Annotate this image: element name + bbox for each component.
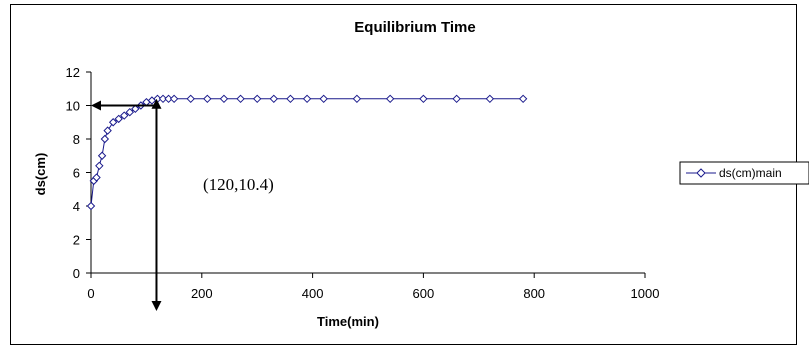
y-axis-ticks: 0 2 4 6 8 10 12: [66, 65, 91, 281]
data-point: [302, 94, 312, 104]
x-tick-label: 400: [302, 286, 324, 301]
data-point: [92, 173, 101, 182]
data-point: [286, 94, 295, 104]
chart-frame: [10, 4, 797, 345]
y-tick-label: 4: [73, 199, 80, 214]
chart-title: Equilibrium Time: [354, 19, 475, 36]
data-point: [219, 94, 229, 104]
data-point: [103, 126, 112, 135]
data-point: [169, 94, 179, 104]
x-tick-label: 800: [523, 286, 545, 301]
x-tick-label: 200: [191, 286, 213, 301]
data-point: [452, 94, 461, 104]
legend-box: [679, 161, 809, 185]
data-point: [108, 118, 118, 127]
data-point: [114, 114, 123, 124]
annotation-label: (120,10.4): [203, 175, 274, 194]
annotation-layer: (120,10.4): [91, 98, 274, 311]
data-point: [97, 151, 107, 160]
x-tick-label: 600: [413, 286, 435, 301]
series-layer: [86, 94, 528, 211]
data-point: [236, 94, 245, 104]
x-tick-label: 0: [87, 286, 94, 301]
data-point: [269, 94, 279, 104]
data-point: [485, 94, 495, 104]
data-point: [186, 94, 195, 104]
x-axis-ticks: 0 200 400 600 800 1000: [87, 273, 659, 301]
y-tick-label: 8: [73, 132, 80, 147]
data-point: [131, 104, 140, 114]
x-tick-label: 1000: [631, 286, 660, 301]
data-point: [252, 94, 262, 104]
data-point: [319, 94, 328, 104]
y-tick-label: 6: [73, 166, 80, 181]
y-tick-label: 10: [66, 99, 80, 114]
y-tick-label: 2: [73, 233, 80, 248]
data-point: [125, 107, 134, 117]
y-tick-label: 12: [66, 65, 80, 80]
y-axis-title: ds(cm): [33, 153, 48, 196]
data-point: [164, 94, 173, 104]
x-axis-title: Time(min): [317, 314, 379, 329]
legend-label: ds(cm)main: [719, 166, 782, 180]
data-point: [86, 201, 96, 211]
data-point: [120, 111, 129, 120]
legend-marker: [696, 168, 706, 178]
data-point: [385, 94, 395, 104]
data-point: [100, 134, 110, 144]
y-tick-label: 0: [73, 266, 80, 281]
legend: ds(cm)main: [679, 161, 809, 185]
data-point: [518, 94, 528, 104]
data-point: [95, 161, 104, 171]
data-point: [352, 94, 362, 104]
data-point: [203, 94, 212, 104]
data-point: [419, 94, 428, 104]
